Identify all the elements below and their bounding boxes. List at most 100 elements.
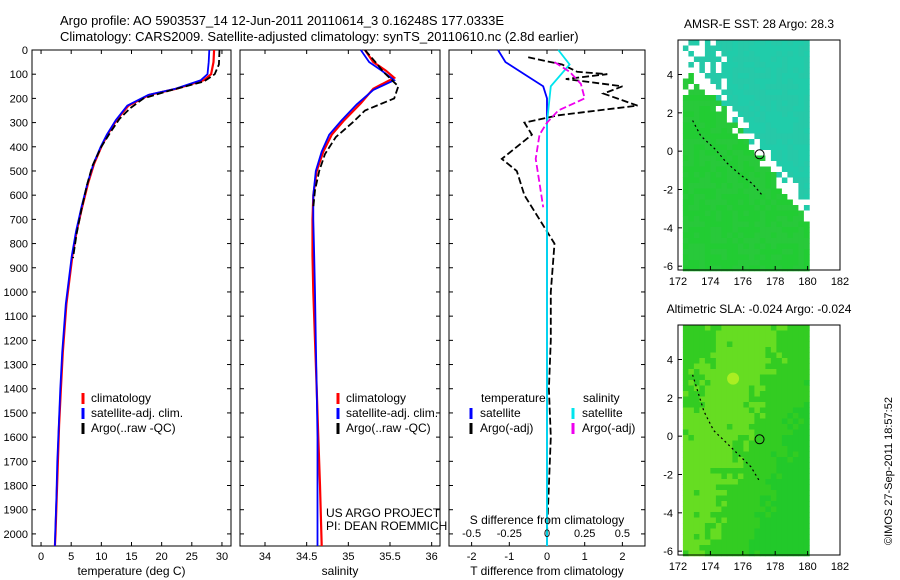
- map-cell: [732, 89, 739, 96]
- map-cell: [715, 40, 722, 46]
- map-cell: [682, 260, 689, 266]
- map-cell: [781, 451, 788, 458]
- map-cell: [754, 512, 761, 518]
- map-cell: [693, 429, 700, 436]
- map-cell: [682, 117, 689, 123]
- map-cell: [798, 385, 805, 392]
- map-cell: [787, 128, 794, 134]
- map-cell: [688, 396, 695, 403]
- map-cell: [693, 336, 700, 342]
- map-cell: [726, 347, 733, 353]
- map-cell: [770, 183, 777, 189]
- map-cell: [776, 210, 783, 217]
- map-cell: [748, 232, 755, 239]
- map-cell: [754, 106, 761, 112]
- map-cell: [798, 545, 805, 551]
- map-cell: [726, 194, 733, 200]
- map-cell: [759, 402, 766, 408]
- map-cell: [787, 380, 794, 386]
- map-cell: [770, 210, 777, 217]
- map-cell: [699, 385, 706, 392]
- map-cell: [798, 161, 805, 167]
- map-cell: [737, 325, 744, 331]
- map-cell: [732, 45, 739, 52]
- map-cell: [776, 341, 783, 348]
- map-cell: [688, 341, 695, 348]
- map-cell: [743, 89, 750, 96]
- map-cell: [732, 177, 739, 184]
- map-cell: [721, 210, 728, 217]
- map-cell: [737, 227, 744, 233]
- map-cell: [781, 495, 788, 502]
- map-cell: [798, 380, 805, 386]
- map-cell: [682, 51, 689, 57]
- map-cell: [798, 413, 805, 419]
- map-cell: [781, 457, 788, 463]
- map-cell: [743, 374, 750, 381]
- map-cell: [770, 106, 777, 112]
- map-cell: [704, 363, 711, 370]
- map-cell: [770, 122, 777, 129]
- map-cell: [803, 216, 810, 222]
- y-tick-label: -2: [663, 470, 673, 482]
- map-cell: [765, 396, 772, 403]
- series-line: [312, 49, 396, 546]
- map-cell: [715, 243, 722, 250]
- map-cell: [803, 62, 810, 68]
- map-cell: [743, 243, 750, 250]
- map-cell: [699, 199, 706, 206]
- map-cell: [787, 358, 794, 364]
- map-cell: [743, 462, 750, 469]
- map-cell: [787, 462, 794, 469]
- map-cell: [770, 199, 777, 206]
- map-cell: [693, 451, 700, 458]
- map-cell: [798, 523, 805, 529]
- top-tick-label: 0.5: [615, 528, 630, 540]
- map-cell: [765, 111, 772, 118]
- map-cell: [798, 172, 805, 178]
- map-cell: [732, 506, 739, 513]
- map-cell: [721, 512, 728, 518]
- map-cell: [776, 95, 783, 101]
- map-cell: [781, 506, 788, 513]
- map-cell: [721, 374, 728, 381]
- map-cell: [726, 177, 733, 184]
- map-cell: [754, 523, 761, 529]
- map-cell: [787, 133, 794, 140]
- map-cell: [787, 528, 794, 535]
- map-cell: [765, 523, 772, 529]
- map-cell: [798, 506, 805, 513]
- map-cell: [726, 188, 733, 195]
- map-cell: [787, 117, 794, 123]
- map-cell: [726, 468, 733, 474]
- map-cell: [721, 534, 728, 540]
- map-cell: [792, 238, 799, 244]
- map-cell: [787, 243, 794, 250]
- map-cell: [803, 325, 810, 331]
- map-cell: [699, 84, 706, 90]
- map-cell: [798, 265, 805, 272]
- map-cell: [765, 336, 772, 342]
- map-cell: [803, 188, 810, 195]
- map-cell: [754, 51, 761, 57]
- map-cell: [682, 238, 689, 244]
- map-cell: [792, 188, 799, 195]
- map-cell: [787, 501, 794, 507]
- map-cell: [710, 479, 717, 485]
- map-cell: [748, 396, 755, 403]
- map-cell: [759, 341, 766, 348]
- map-cell: [754, 265, 761, 272]
- map-cell: [770, 45, 777, 52]
- map-cell: [704, 440, 711, 447]
- map-cell: [754, 254, 761, 261]
- map-cell: [710, 95, 717, 101]
- map-cell: [748, 188, 755, 195]
- map-cell: [759, 550, 766, 557]
- map-cell: [765, 402, 772, 408]
- map-cell: [803, 221, 810, 228]
- map-cell: [682, 358, 689, 364]
- map-cell: [776, 374, 783, 381]
- map-cell: [699, 221, 706, 228]
- map-cell: [743, 84, 750, 90]
- map-cell: [737, 512, 744, 518]
